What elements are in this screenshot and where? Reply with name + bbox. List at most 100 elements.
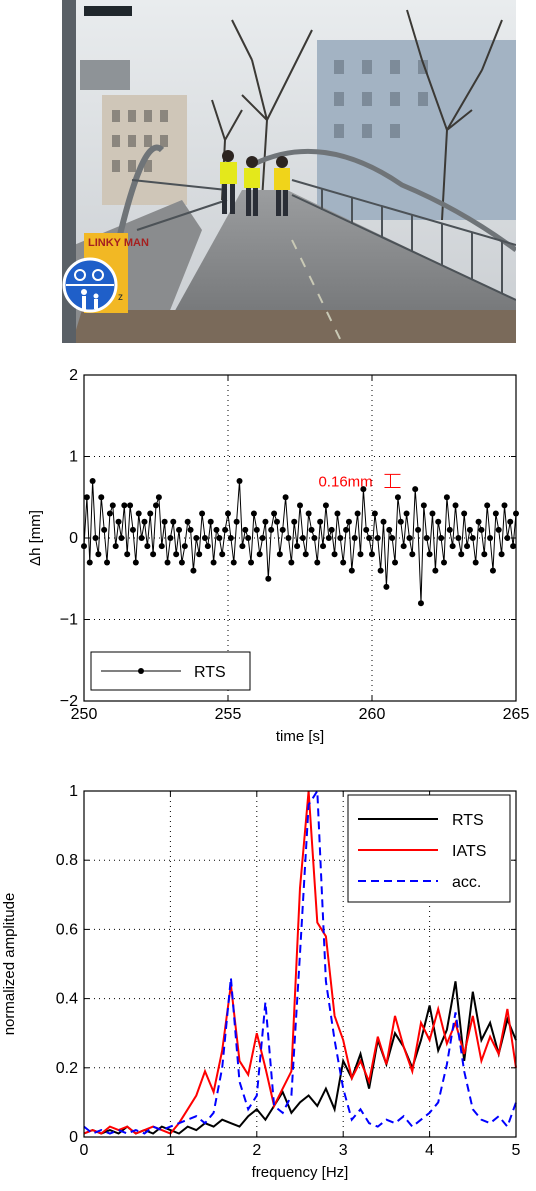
c1-data-point — [225, 510, 231, 517]
c1-data-point — [435, 518, 442, 525]
c1-x-tick-label-0: 250 — [71, 706, 98, 723]
c1-data-point — [334, 510, 341, 517]
c1-data-point — [273, 518, 280, 525]
c1-data-point — [317, 518, 324, 525]
c1-data-point — [337, 535, 344, 541]
c1-data-point — [167, 535, 174, 541]
building-right-windows — [334, 60, 428, 138]
c1-data-point — [161, 518, 168, 525]
c1-data-point — [472, 559, 479, 566]
c1-data-point — [484, 502, 491, 509]
c1-data-point — [124, 551, 131, 558]
c1-data-point — [466, 526, 473, 533]
c1-data-point — [193, 535, 200, 541]
c1-data-point — [374, 535, 381, 541]
c1-data-point — [196, 551, 203, 558]
c1-data-point — [294, 543, 301, 550]
child-icon-body — [94, 299, 98, 309]
c1-data-point — [178, 559, 185, 566]
c1-data-point — [190, 567, 197, 574]
c1-data-point — [487, 535, 494, 541]
c1-data-point — [256, 551, 263, 558]
c1-data-point — [276, 551, 283, 558]
c1-data-point — [170, 518, 177, 525]
c1-data-point — [371, 510, 378, 517]
c1-data-point — [464, 543, 471, 550]
chart2-y-axis-label: normalized amplitude — [1, 893, 18, 1036]
c1-data-point — [351, 535, 358, 541]
c1-data-point — [426, 551, 433, 558]
c1-data-point — [259, 535, 266, 541]
c2-y-tick-label-1: 0.2 — [56, 1060, 78, 1077]
c1-data-point — [92, 535, 99, 541]
c1-data-point — [199, 510, 206, 517]
c1-data-point — [498, 551, 505, 558]
c2-y-tick-label-0: 0 — [69, 1129, 78, 1146]
c1-data-point — [394, 494, 401, 501]
c2-x-tick-label-0: 0 — [80, 1142, 89, 1159]
bridge-deck — [157, 190, 516, 343]
railing-left — [131, 179, 228, 231]
c1-y-tick-label-4: 2 — [69, 367, 78, 384]
c1-data-point — [121, 502, 128, 509]
c1-data-point — [492, 510, 499, 517]
chart1-x-axis-label: time [s] — [276, 728, 324, 745]
c1-data-point — [115, 518, 122, 525]
c1-x-tick-label-3: 265 — [503, 706, 530, 723]
c1-data-point — [250, 510, 257, 517]
c1-data-point — [129, 526, 136, 533]
c1-data-point — [222, 526, 229, 533]
chart1-ticks: 250 255 260 265 −2 −1 0 1 2 — [60, 367, 530, 723]
c2-legend-label-0: RTS — [452, 812, 484, 829]
c1-data-point — [420, 502, 427, 509]
chart2-ticks: 0 1 2 3 4 5 0 0.2 0.4 0.6 0.8 1 — [56, 783, 521, 1159]
c1-data-point — [458, 551, 465, 558]
c1-data-point — [89, 477, 96, 484]
c1-data-point — [360, 486, 367, 493]
c1-data-point — [291, 518, 298, 525]
c1-data-point — [343, 526, 350, 533]
c1-data-point — [489, 567, 496, 574]
c1-data-point — [127, 502, 134, 509]
c1-data-point — [495, 526, 502, 533]
c1-data-point — [104, 559, 111, 566]
c1-data-point — [432, 567, 439, 574]
c1-data-point — [236, 477, 243, 484]
c1-data-point — [158, 543, 165, 550]
sign-board — [80, 60, 130, 90]
chart1-series — [81, 477, 519, 607]
chart2-series — [83, 787, 517, 1135]
bicycle-icon — [74, 269, 86, 281]
c1-data-point — [377, 567, 384, 574]
c1-data-point — [461, 510, 468, 517]
c1-legend-marker — [138, 668, 144, 674]
c1-data-point — [153, 502, 159, 509]
c1-data-point — [429, 510, 436, 517]
c2-x-tick-label-4: 4 — [425, 1142, 434, 1159]
c1-data-point — [299, 535, 306, 541]
c1-data-point — [176, 526, 183, 533]
c1-data-point — [245, 535, 252, 541]
c1-data-point — [423, 535, 430, 541]
c1-data-point — [357, 551, 364, 558]
c1-data-point — [305, 510, 312, 517]
pedestrians — [220, 150, 290, 216]
c1-data-point — [345, 518, 352, 525]
c2-series-line-acc — [83, 787, 517, 1135]
c1-data-point — [248, 559, 255, 566]
c1-data-point — [311, 535, 318, 541]
c1-data-point — [406, 535, 413, 541]
poster-text: LINKY MAN — [88, 237, 149, 249]
c1-data-point — [314, 559, 321, 566]
bridge-photo-drawing: LINKY MAN z — [62, 0, 516, 343]
c1-data-point — [253, 526, 260, 533]
c1-data-point — [141, 518, 148, 525]
c2-x-tick-label-3: 3 — [339, 1142, 348, 1159]
chart2-x-axis-label: frequency [Hz] — [252, 1164, 349, 1181]
c1-data-point — [184, 518, 191, 525]
pedestrian-icon-body — [82, 296, 86, 310]
c1-data-point — [213, 526, 220, 533]
c1-data-point — [340, 559, 347, 566]
c1-data-point — [271, 510, 278, 517]
